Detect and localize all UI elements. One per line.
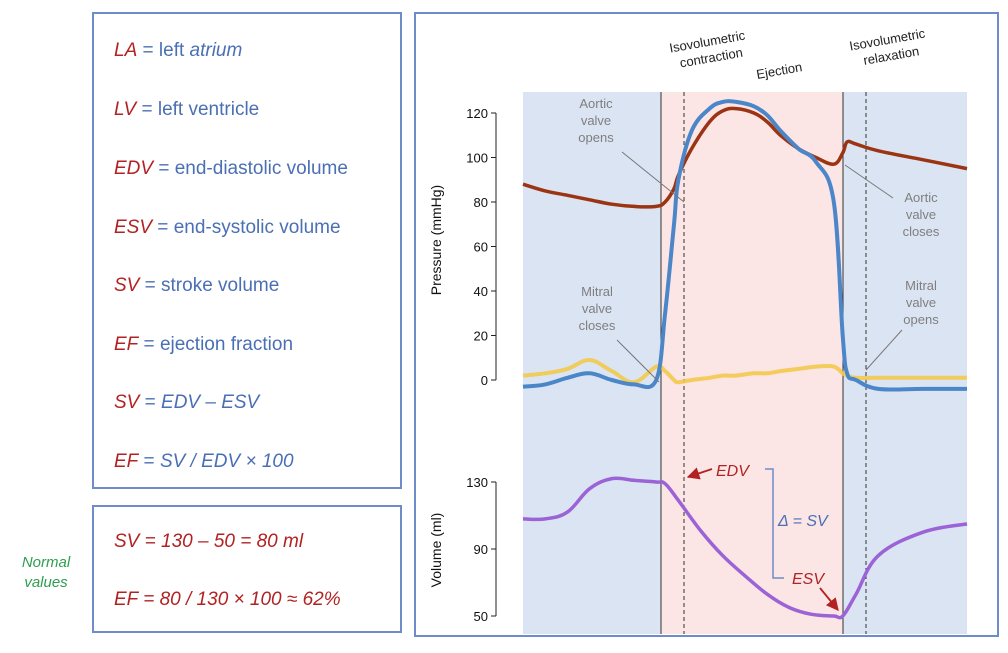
volume-axis-label: Volume (ml)	[428, 513, 444, 588]
mitral-closes-leader	[616, 339, 660, 383]
mitral-opens-line2: valve	[906, 295, 936, 310]
legend-text: end-diastolic volume	[174, 158, 348, 179]
legend-sv: SV = stroke volume	[114, 275, 279, 297]
legend-abbr: LA	[114, 40, 138, 61]
legend-eq: =	[152, 217, 174, 238]
esv-label: ESV	[792, 571, 825, 588]
aortic-pressure-curve	[522, 106, 968, 209]
formula-eq: =	[138, 451, 160, 472]
legend-text-italic: atrium	[189, 40, 243, 61]
legend-ef: EF = ejection fraction	[114, 334, 293, 356]
normal-values-label: Normal values	[6, 553, 86, 593]
delta-sv-label: Δ = SV	[777, 513, 829, 530]
formula-rhs: SV / EDV × 100	[159, 451, 294, 472]
legend-lv: LV = left ventricle	[114, 99, 259, 121]
legend-text: left ventricle	[157, 99, 260, 120]
legend-eq: =	[139, 275, 162, 296]
formula-rhs: EDV – ESV	[161, 392, 260, 413]
legend-text: left	[158, 40, 190, 61]
aortic-opens-line1: Aortic	[579, 96, 613, 111]
normal-label-line2: values	[24, 574, 68, 591]
mitral-opens-leader	[865, 329, 903, 371]
aortic-opens-leader	[621, 151, 685, 203]
volume-tick-label: 130	[466, 475, 488, 490]
formula-lhs: SV	[114, 392, 140, 413]
normal-ef: EF = 80 / 130 × 100 ≈ 62%	[114, 589, 341, 610]
diastole-region-right	[843, 92, 967, 634]
phase-ejection: Ejection	[755, 59, 803, 82]
pressure-tick-label: 0	[481, 373, 488, 388]
esv-arrow	[819, 587, 839, 611]
aortic-closes-line1: Aortic	[904, 190, 938, 205]
legend-esv: ESV = end-systolic volume	[114, 217, 341, 239]
aortic-closes-leader	[844, 164, 894, 199]
diastole-region-left	[523, 92, 661, 634]
pressure-tick-label: 60	[474, 240, 488, 255]
legend-abbr: EDV	[114, 158, 154, 179]
mitral-closes-line2: valve	[582, 301, 612, 316]
systole-region	[661, 92, 843, 634]
pressure-axis: 0 20 40 60 80 100 120	[466, 106, 497, 388]
legend-text: ejection fraction	[159, 334, 294, 355]
formula-ef: EF = SV / EDV × 100	[114, 451, 294, 473]
pressure-tick-label: 40	[474, 284, 488, 299]
legend-text: stroke volume	[161, 275, 280, 296]
normal-values-box: SV = 130 – 50 = 80 ml EF = 80 / 130 × 10…	[92, 505, 402, 633]
edv-arrow	[686, 467, 713, 480]
legend-eq: =	[138, 334, 160, 355]
aortic-closes-label: Aortic valve closes	[903, 190, 940, 239]
mitral-opens-line1: Mitral	[905, 278, 937, 293]
pressure-axis-label: Pressure (mmHg)	[428, 185, 444, 295]
volume-axis: 50 90 130	[466, 475, 497, 624]
ventricular-volume-curve	[522, 476, 968, 620]
legend-eq: =	[136, 99, 158, 120]
normal-label-line1: Normal	[21, 554, 71, 571]
volume-tick-label: 90	[474, 542, 488, 557]
formula-lhs: EF	[114, 451, 139, 472]
mitral-closes-label: Mitral valve closes	[579, 284, 616, 333]
edv-label: EDV	[716, 463, 750, 480]
aortic-closes-line2: valve	[906, 207, 936, 222]
pressure-tick-label: 120	[466, 106, 488, 121]
legend-abbr: LV	[114, 99, 137, 120]
legend-eq: =	[153, 158, 175, 179]
volume-tick-label: 50	[474, 609, 488, 624]
legend-text: end-systolic volume	[173, 217, 341, 238]
legend-eq: =	[137, 40, 159, 61]
pressure-tick-label: 80	[474, 195, 488, 210]
mitral-opens-label: Mitral valve opens	[903, 278, 939, 327]
sv-bracket	[765, 468, 784, 579]
aortic-opens-line2: valve	[581, 113, 611, 128]
aortic-opens-line3: opens	[578, 130, 614, 145]
aortic-opens-label: Aortic valve opens	[578, 96, 614, 145]
ventricular-pressure-curve	[522, 99, 967, 392]
legend-abbr: SV	[114, 275, 140, 296]
normal-sv: SV = 130 – 50 = 80 ml	[114, 531, 304, 552]
formula-eq: =	[139, 392, 162, 413]
legend-edv: EDV = end-diastolic volume	[114, 158, 348, 180]
pressure-tick-label: 20	[474, 329, 488, 344]
formula-sv: SV = EDV – ESV	[114, 392, 259, 414]
legend-la: LA = left atrium	[114, 40, 242, 62]
mitral-closes-line1: Mitral	[581, 284, 613, 299]
mitral-closes-line3: closes	[579, 318, 616, 333]
legend-abbr: ESV	[114, 217, 153, 238]
pressure-tick-label: 100	[466, 151, 488, 166]
aortic-closes-line3: closes	[903, 224, 940, 239]
legend-abbr: EF	[114, 334, 139, 355]
mitral-opens-line3: opens	[903, 312, 939, 327]
legend-box: LA = left atrium LV = left ventricle EDV…	[92, 12, 402, 489]
